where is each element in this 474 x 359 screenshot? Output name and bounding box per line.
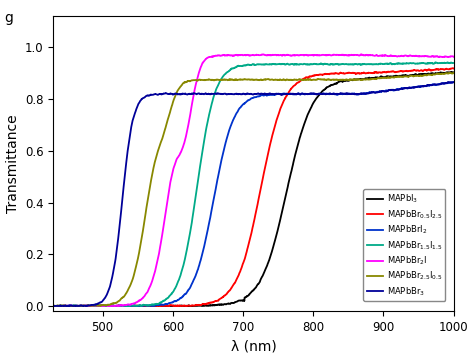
- MAPbBrI$_2$: [51, 304, 56, 308]
- MAPbBr$_{0.5}$I$_{2.5}$: [451, 66, 456, 71]
- MAPbBr$_{1.5}$I$_{1.5}$: [51, 304, 56, 308]
- Line: MAPbBr$_2$I: MAPbBr$_2$I: [54, 54, 454, 306]
- MAPbBrI$_2$: [204, 232, 210, 236]
- MAPbBr$_2$I: [96, 304, 102, 308]
- MAPbBr$_3$: [52, 304, 58, 308]
- Line: MAPbBr$_{2.5}$I$_{0.5}$: MAPbBr$_{2.5}$I$_{0.5}$: [54, 73, 454, 306]
- MAPbBr$_3$: [443, 81, 449, 85]
- MAPbBr$_{1.5}$I$_{1.5}$: [120, 304, 126, 308]
- MAPbI$_3$: [451, 70, 456, 75]
- MAPbBrI$_2$: [221, 146, 227, 150]
- MAPbBr$_2$I: [451, 55, 456, 59]
- MAPbBr$_{1.5}$I$_{1.5}$: [400, 61, 405, 66]
- MAPbBr$_3$: [446, 80, 451, 84]
- MAPbBr$_2$I: [260, 52, 266, 56]
- MAPbBr$_{1.5}$I$_{1.5}$: [204, 123, 210, 127]
- Line: MAPbBr$_3$: MAPbBr$_3$: [54, 82, 454, 306]
- MAPbBrI$_2$: [96, 303, 102, 308]
- MAPbBr$_{0.5}$I$_{2.5}$: [221, 294, 227, 298]
- MAPbBr$_{0.5}$I$_{2.5}$: [443, 67, 448, 71]
- MAPbBr$_2$I: [443, 55, 449, 59]
- MAPbBr$_{1.5}$I$_{1.5}$: [221, 73, 227, 77]
- MAPbBr$_{0.5}$I$_{2.5}$: [96, 304, 102, 308]
- MAPbI$_3$: [221, 302, 227, 306]
- MAPbI$_3$: [449, 70, 455, 74]
- MAPbI$_3$: [443, 71, 448, 75]
- MAPbBr$_3$: [96, 301, 102, 305]
- MAPbBr$_2$I: [52, 304, 57, 308]
- MAPbBr$_3$: [120, 191, 126, 195]
- MAPbBr$_{2.5}$I$_{0.5}$: [52, 304, 58, 308]
- MAPbI$_3$: [51, 304, 56, 308]
- MAPbBr$_{2.5}$I$_{0.5}$: [96, 303, 102, 307]
- MAPbBr$_3$: [221, 92, 227, 96]
- MAPbBrI$_2$: [451, 80, 456, 84]
- MAPbBr$_2$I: [204, 56, 210, 60]
- MAPbBr$_2$I: [221, 53, 227, 57]
- MAPbBr$_{2.5}$I$_{0.5}$: [400, 75, 406, 79]
- MAPbBr$_{1.5}$I$_{1.5}$: [451, 61, 456, 65]
- MAPbBr$_{0.5}$I$_{2.5}$: [51, 304, 56, 308]
- Text: g: g: [5, 11, 14, 25]
- MAPbBr$_{2.5}$I$_{0.5}$: [120, 295, 126, 299]
- MAPbBr$_{2.5}$I$_{0.5}$: [447, 71, 453, 75]
- MAPbBrI$_2$: [400, 86, 405, 90]
- MAPbBr$_3$: [451, 80, 456, 84]
- Line: MAPbBr$_{0.5}$I$_{2.5}$: MAPbBr$_{0.5}$I$_{2.5}$: [54, 68, 454, 306]
- MAPbI$_3$: [96, 304, 102, 308]
- MAPbBr$_{2.5}$I$_{0.5}$: [51, 303, 56, 308]
- X-axis label: λ (nm): λ (nm): [231, 340, 276, 354]
- MAPbBr$_{0.5}$I$_{2.5}$: [450, 66, 456, 70]
- MAPbI$_3$: [120, 304, 126, 308]
- MAPbBr$_{0.5}$I$_{2.5}$: [400, 69, 405, 74]
- MAPbBr$_{0.5}$I$_{2.5}$: [204, 302, 210, 306]
- MAPbBr$_{1.5}$I$_{1.5}$: [445, 60, 450, 65]
- MAPbBr$_{2.5}$I$_{0.5}$: [443, 71, 449, 75]
- MAPbBr$_{1.5}$I$_{1.5}$: [443, 61, 448, 65]
- MAPbBr$_{2.5}$I$_{0.5}$: [451, 71, 456, 75]
- MAPbBrI$_2$: [120, 304, 126, 308]
- Line: MAPbBr$_{1.5}$I$_{1.5}$: MAPbBr$_{1.5}$I$_{1.5}$: [54, 62, 454, 306]
- Y-axis label: Transmittance: Transmittance: [6, 115, 19, 213]
- MAPbBr$_{2.5}$I$_{0.5}$: [204, 78, 210, 82]
- MAPbBr$_3$: [51, 304, 56, 308]
- MAPbBr$_2$I: [120, 303, 126, 308]
- MAPbBrI$_2$: [443, 81, 448, 85]
- MAPbI$_3$: [400, 73, 405, 78]
- Line: MAPbI$_3$: MAPbI$_3$: [54, 72, 454, 306]
- MAPbBr$_2$I: [51, 304, 56, 308]
- MAPbBr$_{1.5}$I$_{1.5}$: [96, 303, 102, 308]
- MAPbBrI$_2$: [450, 80, 456, 84]
- Line: MAPbBrI$_2$: MAPbBrI$_2$: [54, 82, 454, 306]
- MAPbBr$_{0.5}$I$_{2.5}$: [120, 304, 126, 308]
- MAPbI$_3$: [204, 304, 210, 308]
- MAPbBr$_{2.5}$I$_{0.5}$: [221, 77, 227, 81]
- MAPbBr$_3$: [204, 92, 210, 96]
- MAPbBr$_3$: [400, 87, 406, 91]
- Legend: MAPbI$_3$, MAPbBr$_{0.5}$I$_{2.5}$, MAPbBrI$_2$, MAPbBr$_{1.5}$I$_{1.5}$, MAPbBr: MAPbI$_3$, MAPbBr$_{0.5}$I$_{2.5}$, MAPb…: [363, 190, 446, 301]
- MAPbBr$_2$I: [400, 54, 406, 58]
